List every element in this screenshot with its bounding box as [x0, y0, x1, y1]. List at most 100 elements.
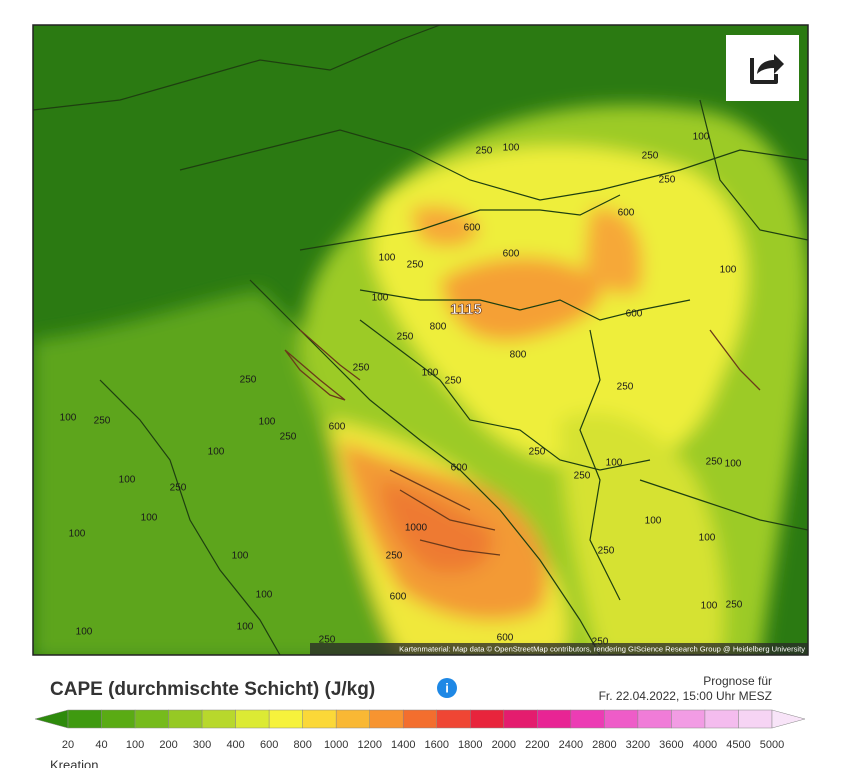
scale-label: 3200 — [626, 739, 650, 751]
contour-label: 600 — [329, 422, 346, 433]
contour-label: 100 — [237, 622, 254, 633]
contour-label: 100 — [693, 132, 710, 143]
scale-swatch — [201, 709, 236, 729]
scale-label: 1400 — [391, 739, 415, 751]
contour-label: 250 — [574, 471, 591, 482]
contour-label: 100 — [232, 551, 249, 562]
contour-label: 600 — [451, 463, 468, 474]
scale-swatch — [704, 709, 739, 729]
scale-swatch — [369, 709, 404, 729]
contour-label: 100 — [422, 368, 439, 379]
scale-label: 2800 — [592, 739, 616, 751]
contour-label: 250 — [598, 546, 615, 557]
contour-label: 100 — [119, 475, 136, 486]
contour-label: 250 — [94, 416, 111, 427]
contour-label: 250 — [642, 151, 659, 162]
info-icon[interactable] — [437, 678, 457, 698]
contour-label: 600 — [497, 633, 514, 644]
contour-label: 250 — [529, 447, 546, 458]
color-scale: 20 40 100 200 300 400 600 800 1000 1200 1400 1600 18… — [34, 709, 806, 751]
contour-label: 100 — [379, 253, 396, 264]
scale-swatch — [268, 709, 303, 729]
scale-label: 4000 — [693, 739, 717, 751]
scale-label: 4500 — [726, 739, 750, 751]
scale-label: 1800 — [458, 739, 482, 751]
contour-label: 100 — [720, 265, 737, 276]
legend-panel: CAPE (durchmischte Schicht) (J/kg) i Pro… — [34, 674, 806, 768]
contour-layer: 250 1001002502506006006001002501001008006… — [60, 132, 743, 648]
contour-label: 100 — [606, 458, 623, 469]
scale-swatch — [436, 709, 471, 729]
scale-swatch — [302, 709, 337, 729]
scale-label: 2200 — [525, 739, 549, 751]
contour-label: 100 — [141, 513, 158, 524]
scale-label: 300 — [193, 739, 211, 751]
attribution: Kartenmaterial: Map data © OpenStreetMap… — [399, 645, 805, 654]
contour-label: 100 — [699, 533, 716, 544]
contour-label: 250 — [170, 483, 187, 494]
contour-label: 250 — [397, 332, 414, 343]
scale-swatch — [537, 709, 572, 729]
contour-label: 800 — [510, 350, 527, 361]
contour-label: 100 — [60, 413, 77, 424]
contour-label: 800 — [430, 322, 447, 333]
contour-label: 250 — [240, 375, 257, 386]
scale-label: 5000 — [760, 739, 784, 751]
scale-swatch — [134, 709, 169, 729]
scale-label: 100 — [126, 739, 144, 751]
cape-field — [33, 25, 808, 655]
scale-swatch — [671, 709, 706, 729]
contour-label: 250 — [706, 457, 723, 468]
contour-label: 250 — [726, 600, 743, 611]
contour-label: 250 — [280, 432, 297, 443]
contour-label: 100 — [701, 601, 718, 612]
scale-swatch — [570, 709, 605, 729]
scale-label: 2000 — [492, 739, 516, 751]
contour-label: 100 — [259, 417, 276, 428]
contour-label: 100 — [503, 143, 520, 154]
scale-swatch — [335, 709, 370, 729]
scale-swatch — [738, 709, 773, 729]
scale-label: 600 — [260, 739, 278, 751]
contour-label: 100 — [372, 293, 389, 304]
contour-label: 250 — [386, 551, 403, 562]
title: CAPE (durchmischte Schicht) (J/kg) — [50, 679, 375, 700]
scale-label: 1200 — [357, 739, 381, 751]
contour-label: 1000 — [405, 523, 428, 534]
scale-swatch — [402, 709, 438, 729]
coast-contours — [284, 329, 761, 556]
contour-label: 250 — [592, 637, 609, 648]
scale-label: 2400 — [559, 739, 583, 751]
contour-label: 600 — [626, 309, 643, 320]
share-button[interactable] — [726, 35, 799, 101]
contour-label: 250 — [617, 382, 634, 393]
map-view: 250 1001002502506006006001002501001008006… — [32, 24, 809, 656]
borders — [33, 25, 808, 655]
forecast-time: Fr. 22.04.2022, 15:00 Uhr MESZ — [599, 689, 772, 703]
scale-label: 400 — [226, 739, 244, 751]
contour-label: 250 — [445, 376, 462, 387]
contour-label: 100 — [69, 529, 86, 540]
scale-label: 800 — [293, 739, 311, 751]
contour-label: 250 — [353, 363, 370, 374]
contour-label: 250 — [407, 260, 424, 271]
scale-swatch — [604, 709, 639, 729]
contour-label: 100 — [725, 459, 742, 470]
scale-swatch — [67, 709, 102, 729]
max-value-label: 1115 — [450, 301, 482, 318]
contour-label: 600 — [618, 208, 635, 219]
scale-label: 200 — [159, 739, 177, 751]
scale-label: 1600 — [425, 739, 449, 751]
contour-label: 100 — [645, 516, 662, 527]
scale-label: 20 — [62, 739, 74, 751]
scale-arrow-left — [34, 709, 69, 729]
contour-label: 600 — [390, 592, 407, 603]
info-button[interactable]: i — [437, 678, 457, 698]
scale-swatch — [168, 709, 203, 729]
scale-swatch — [637, 709, 672, 729]
contour-label: 100 — [256, 590, 273, 601]
scale-swatch — [503, 709, 538, 729]
scale-label: 40 — [95, 739, 107, 751]
scale-swatch — [101, 709, 136, 729]
